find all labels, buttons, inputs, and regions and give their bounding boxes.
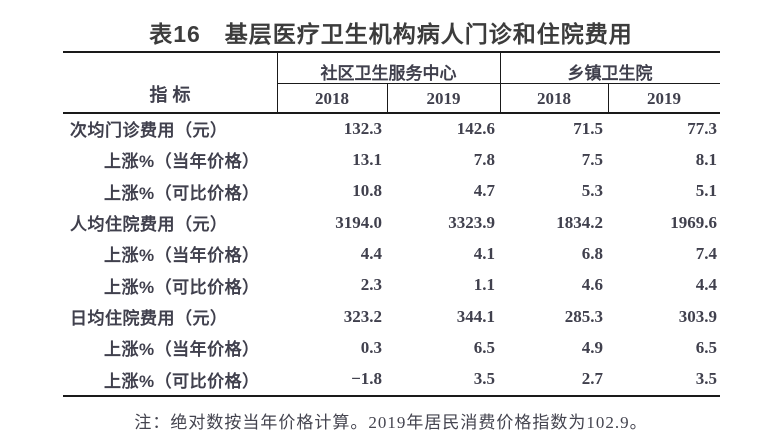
table-row: 人均住院费用（元） 3194.0 3323.9 1834.2 1969.6 xyxy=(63,207,720,238)
row-label: 上涨%（可比价格） xyxy=(104,183,260,203)
cell-value: 1.1 xyxy=(473,275,495,295)
row-label: 上涨%（当年价格） xyxy=(104,340,260,360)
table-row: 上涨%（可比价格） −1.8 3.5 2.7 3.5 xyxy=(63,364,720,395)
cell-value: 10.8 xyxy=(352,181,382,201)
stub-header-indicator: 指 标 xyxy=(149,85,191,105)
cell-value: 4.1 xyxy=(473,243,495,263)
cell-value: 4.9 xyxy=(581,337,603,357)
table-body: 次均门诊费用（元） 132.3 142.6 71.5 77.3 上涨%（当年价格… xyxy=(63,113,720,395)
cell-value: 4.6 xyxy=(581,275,603,295)
vertical-rule-years-left xyxy=(387,83,388,114)
table-row: 日均住院费用（元） 323.2 344.1 285.3 303.9 xyxy=(63,301,720,332)
page-title: 表16 基层医疗卫生机构病人门诊和住院费用 xyxy=(149,21,633,47)
cell-value: 2.7 xyxy=(581,369,603,389)
cell-value: 1834.2 xyxy=(556,212,603,232)
header-group-separator-line xyxy=(277,83,720,84)
cell-value: 8.1 xyxy=(695,149,717,169)
row-label: 上涨%（可比价格） xyxy=(104,277,260,297)
table-row: 上涨%（当年价格） 0.3 6.5 4.9 6.5 xyxy=(63,332,720,363)
table-footnote: 注：绝对数按当年价格计算。2019年居民消费价格指数为102.9。 xyxy=(134,413,648,432)
cell-value: 132.3 xyxy=(343,118,382,138)
table-row: 上涨%（可比价格） 10.8 4.7 5.3 5.1 xyxy=(63,176,720,207)
cell-value: 3323.9 xyxy=(448,212,495,232)
table-bottom-border xyxy=(63,395,720,397)
year-header-community-2018: 2018 xyxy=(315,89,349,108)
cell-value: 6.8 xyxy=(581,243,603,263)
row-label: 上涨%（当年价格） xyxy=(104,152,260,172)
vertical-rule-groups xyxy=(500,51,501,114)
cell-value: 0.3 xyxy=(360,337,382,357)
year-header-township-2019: 2019 xyxy=(647,89,681,108)
cell-value: 7.4 xyxy=(695,243,717,263)
cell-value: 7.5 xyxy=(581,149,603,169)
cell-value: 323.2 xyxy=(343,306,382,326)
cell-value: 5.1 xyxy=(695,181,717,201)
row-label: 日均住院费用（元） xyxy=(70,309,228,329)
cell-value: 142.6 xyxy=(456,118,495,138)
cell-value: 6.5 xyxy=(695,337,717,357)
cell-value: 3.5 xyxy=(473,369,495,389)
year-header-township-2018: 2018 xyxy=(537,89,571,108)
cell-value: 4.4 xyxy=(695,275,717,295)
cell-value: 5.3 xyxy=(581,181,603,201)
table-row: 上涨%（当年价格） 4.4 4.1 6.8 7.4 xyxy=(63,238,720,269)
table-row: 次均门诊费用（元） 132.3 142.6 71.5 77.3 xyxy=(63,113,720,144)
vertical-rule-stub xyxy=(277,51,278,114)
column-group-township-health-center: 乡镇卫生院 xyxy=(567,64,653,83)
row-label: 次均门诊费用（元） xyxy=(70,121,228,141)
cell-value: 3194.0 xyxy=(335,212,382,232)
row-label: 上涨%（可比价格） xyxy=(104,371,260,391)
row-label: 上涨%（当年价格） xyxy=(104,246,260,266)
cell-value: 303.9 xyxy=(678,306,717,326)
table-row: 上涨%（当年价格） 13.1 7.8 7.5 8.1 xyxy=(63,144,720,175)
cell-value: 344.1 xyxy=(456,306,495,326)
cell-value: 13.1 xyxy=(352,149,382,169)
table-row: 上涨%（可比价格） 2.3 1.1 4.6 4.4 xyxy=(63,270,720,301)
cell-value: 4.7 xyxy=(473,181,495,201)
cell-value: 6.5 xyxy=(473,337,495,357)
header-bottom-border xyxy=(63,112,720,114)
year-header-community-2019: 2019 xyxy=(426,89,461,108)
cell-value: 3.5 xyxy=(695,369,717,389)
table-top-border xyxy=(63,51,720,53)
vertical-rule-years-right xyxy=(608,83,609,114)
column-group-community-health-center: 社区卫生服务中心 xyxy=(320,64,457,83)
row-label: 人均住院费用（元） xyxy=(70,215,228,235)
cell-value: −1.8 xyxy=(351,369,382,389)
cell-value: 71.5 xyxy=(573,118,603,138)
cell-value: 4.4 xyxy=(360,243,382,263)
cell-value: 2.3 xyxy=(360,275,382,295)
cell-value: 77.3 xyxy=(687,118,717,138)
cell-value: 1969.6 xyxy=(670,212,717,232)
cell-value: 7.8 xyxy=(473,149,495,169)
cell-value: 285.3 xyxy=(564,306,603,326)
